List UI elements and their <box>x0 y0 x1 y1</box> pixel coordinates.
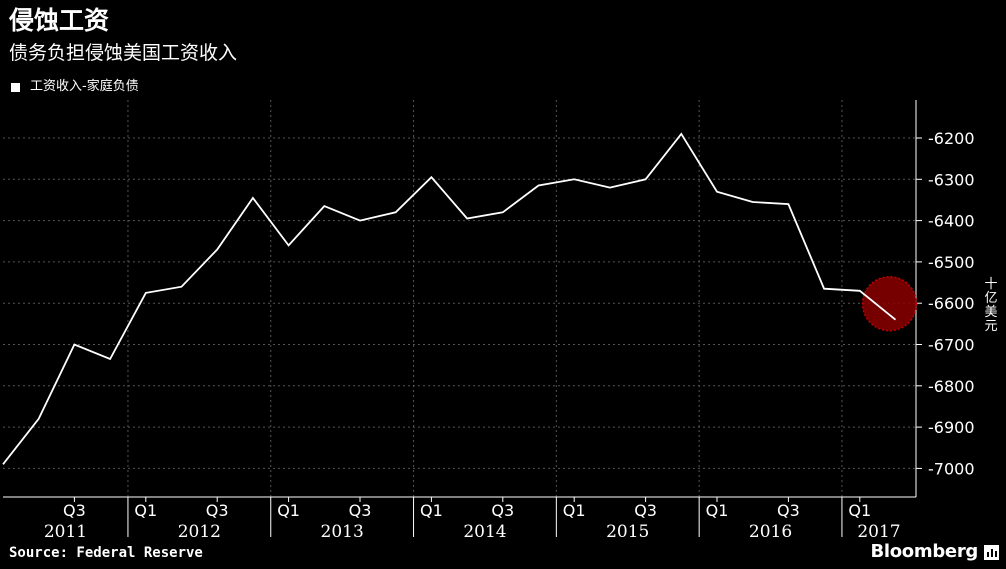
y-tick-label: -7000 <box>928 459 975 478</box>
bar-chart-icon <box>984 544 999 560</box>
source-note: Source: Federal Reserve <box>9 545 203 561</box>
legend: 工资收入-家庭负债 <box>11 78 139 96</box>
data-point <box>110 358 111 359</box>
data-point <box>717 191 718 192</box>
x-tick-label: Q1 <box>134 501 157 520</box>
x-tick-label: Q1 <box>277 501 300 520</box>
data-point <box>395 212 396 213</box>
y-tick-label: -6400 <box>928 212 975 231</box>
legend-swatch <box>11 82 20 92</box>
x-tick-label: Q3 <box>206 501 229 520</box>
x-tick-label: Q3 <box>491 501 514 520</box>
data-point <box>145 292 146 293</box>
y-axis-unit-char: 元 <box>984 319 997 334</box>
x-year-label: 2014 <box>463 522 506 542</box>
x-tick-label: Q3 <box>63 501 86 520</box>
y-tick-label: -6300 <box>928 170 975 189</box>
data-point <box>74 344 75 345</box>
y-axis-unit-char: 亿 <box>984 291 997 306</box>
x-year-label: 2013 <box>321 522 364 542</box>
x-tick-label: Q3 <box>634 501 657 520</box>
data-point <box>788 204 789 205</box>
data-point <box>645 179 646 180</box>
x-tick-label: Q1 <box>848 501 871 520</box>
data-point <box>38 418 39 419</box>
y-tick-label: -6700 <box>928 336 975 355</box>
data-point <box>859 290 860 291</box>
x-tick-label: Q1 <box>563 501 586 520</box>
brand: Bloomberg <box>870 540 999 564</box>
data-point <box>502 212 503 213</box>
data-point <box>574 179 575 180</box>
y-tick-label: -6600 <box>928 294 975 313</box>
x-year-label: 2012 <box>178 522 221 542</box>
data-point <box>681 133 682 134</box>
data-point <box>360 220 361 221</box>
x-year-label: 2016 <box>749 522 792 542</box>
x-year-label: 2011 <box>44 522 87 542</box>
x-tick-label: Q3 <box>349 501 372 520</box>
y-axis-unit-char: 十 <box>984 277 997 292</box>
legend-label: 工资收入-家庭负债 <box>30 79 139 94</box>
x-tick-label: Q1 <box>420 501 443 520</box>
y-axis-unit-char: 美 <box>984 305 997 320</box>
data-point <box>288 245 289 246</box>
data-point <box>538 185 539 186</box>
y-tick-label: -6500 <box>928 253 975 272</box>
x-year-label: 2017 <box>857 522 900 542</box>
data-point <box>431 177 432 178</box>
data-point <box>3 464 4 465</box>
y-tick-label: -6200 <box>928 129 975 148</box>
data-point <box>181 286 182 287</box>
bloomberg-logo: Bloomberg <box>870 541 978 562</box>
data-point <box>824 288 825 289</box>
y-tick-label: -6900 <box>928 418 975 437</box>
y-tick-label: -6800 <box>928 377 975 396</box>
data-point <box>752 202 753 203</box>
data-point <box>467 218 468 219</box>
x-tick-label: Q1 <box>706 501 729 520</box>
data-point <box>895 319 896 320</box>
series-line <box>2 132 897 465</box>
chart-title: 侵蚀工资 <box>9 6 110 35</box>
data-point <box>217 249 218 250</box>
x-year-label: 2015 <box>606 522 649 542</box>
data-point <box>252 197 253 198</box>
data-point <box>324 206 325 207</box>
highlight-circle <box>861 275 918 332</box>
x-tick-label: Q3 <box>777 501 800 520</box>
data-point <box>609 187 610 188</box>
chart-subtitle: 债务负担侵蚀美国工资收入 <box>9 42 238 64</box>
